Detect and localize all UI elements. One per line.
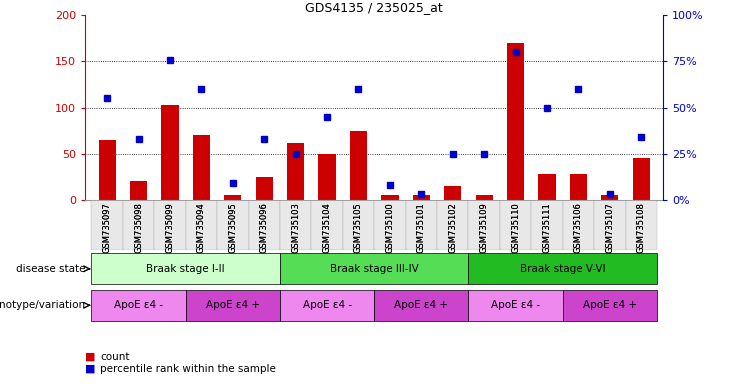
Bar [186,200,217,250]
Text: GSM735110: GSM735110 [511,202,520,253]
Text: Braak stage I-II: Braak stage I-II [147,264,225,274]
Bar [154,200,186,250]
Text: Braak stage III-IV: Braak stage III-IV [330,264,419,274]
Text: Braak stage V-VI: Braak stage V-VI [520,264,605,274]
Bar [625,200,657,250]
Text: GSM735110: GSM735110 [511,202,520,253]
Bar [287,142,305,200]
Text: GSM735109: GSM735109 [479,202,488,253]
Text: GSM735103: GSM735103 [291,202,300,253]
Text: GSM735094: GSM735094 [197,202,206,253]
Bar [374,200,405,250]
Bar [570,174,587,200]
Text: GSM735107: GSM735107 [605,202,614,253]
Bar [193,135,210,200]
Text: GSM735107: GSM735107 [605,202,614,253]
Text: GSM735097: GSM735097 [103,202,112,253]
Title: GDS4135 / 235025_at: GDS4135 / 235025_at [305,1,443,14]
Bar [280,200,311,250]
Text: GSM735103: GSM735103 [291,202,300,253]
Bar [500,200,531,250]
Bar [123,200,154,250]
Text: percentile rank within the sample: percentile rank within the sample [100,364,276,374]
Bar [280,253,468,284]
Text: ApoE ε4 +: ApoE ε4 + [206,300,260,310]
Text: GSM735104: GSM735104 [322,202,331,253]
Text: GSM735111: GSM735111 [542,202,551,253]
Text: GSM735096: GSM735096 [260,202,269,253]
Text: GSM735098: GSM735098 [134,202,143,253]
Text: GSM735102: GSM735102 [448,202,457,253]
Text: GSM735097: GSM735097 [103,202,112,253]
Bar [99,140,116,200]
Bar [476,195,493,200]
Text: GSM735099: GSM735099 [165,202,175,253]
Bar [280,290,374,321]
Text: GSM735100: GSM735100 [385,202,394,253]
Bar [413,195,430,200]
Text: GSM735111: GSM735111 [542,202,551,253]
Text: GSM735098: GSM735098 [134,202,143,253]
Bar [91,253,280,284]
Bar [248,200,280,250]
Text: GSM735102: GSM735102 [448,202,457,253]
Text: GSM735108: GSM735108 [637,202,645,253]
Bar [507,43,524,200]
Bar [405,200,437,250]
Text: GSM735101: GSM735101 [417,202,426,253]
Bar [350,131,367,200]
Bar [444,186,462,200]
Bar [594,200,625,250]
Text: GSM735099: GSM735099 [165,202,175,253]
Text: ApoE ε4 -: ApoE ε4 - [114,300,163,310]
Text: GSM735101: GSM735101 [417,202,426,253]
Text: ■: ■ [85,364,96,374]
Text: disease state: disease state [16,264,86,274]
Bar [311,200,343,250]
Bar [130,181,147,200]
Bar [562,200,594,250]
Bar [256,177,273,200]
Text: GSM735094: GSM735094 [197,202,206,253]
Text: ApoE ε4 -: ApoE ε4 - [491,300,540,310]
Text: GSM735100: GSM735100 [385,202,394,253]
Bar [601,195,619,200]
Text: GSM735095: GSM735095 [228,202,237,253]
Text: GSM735109: GSM735109 [479,202,488,253]
Bar [91,290,186,321]
Bar [319,154,336,200]
Text: GSM735105: GSM735105 [354,202,363,253]
Bar [162,105,179,200]
Text: ApoE ε4 +: ApoE ε4 + [394,300,448,310]
Bar [217,200,248,250]
Bar [382,195,399,200]
Bar [343,200,374,250]
Bar [468,290,562,321]
Bar [225,195,242,200]
Text: GSM735108: GSM735108 [637,202,645,253]
Text: GSM735095: GSM735095 [228,202,237,253]
Bar [437,200,468,250]
Bar [468,200,500,250]
Text: count: count [100,352,130,362]
Text: ApoE ε4 -: ApoE ε4 - [302,300,352,310]
Bar [186,290,280,321]
Text: GSM735105: GSM735105 [354,202,363,253]
Bar [91,200,123,250]
Text: ■: ■ [85,352,96,362]
Bar [562,290,657,321]
Text: GSM735106: GSM735106 [574,202,583,253]
Text: GSM735096: GSM735096 [260,202,269,253]
Text: ApoE ε4 +: ApoE ε4 + [582,300,637,310]
Bar [531,200,562,250]
Text: GSM735104: GSM735104 [322,202,331,253]
Text: genotype/variation: genotype/variation [0,300,86,310]
Bar [538,174,556,200]
Bar [633,158,650,200]
Text: GSM735106: GSM735106 [574,202,583,253]
Bar [374,290,468,321]
Bar [468,253,657,284]
